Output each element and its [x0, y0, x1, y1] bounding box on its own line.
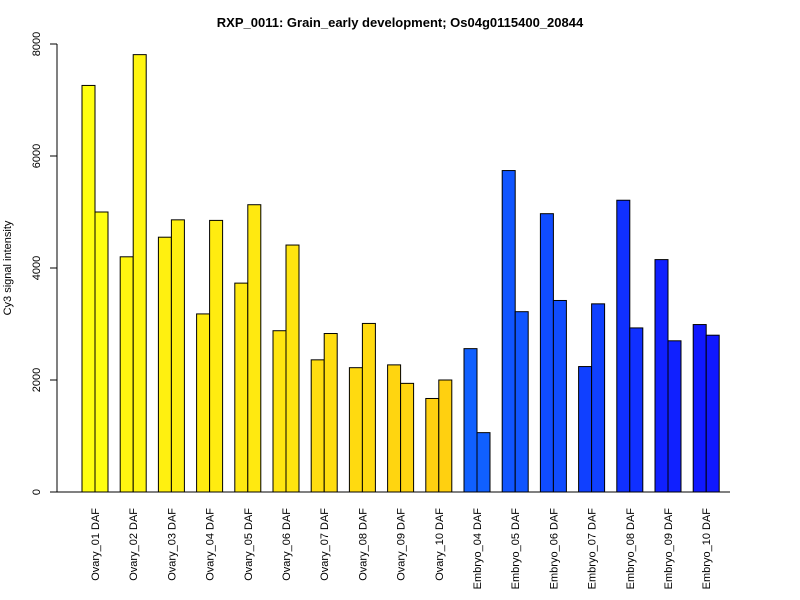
x-tick-label: Embryo_06 DAF — [548, 508, 560, 590]
bar-9-1 — [387, 364, 402, 493]
x-tick-label: Embryo_07 DAF — [587, 508, 599, 590]
bar-17-2 — [705, 334, 720, 493]
bar-8-1 — [348, 367, 363, 493]
bar-5-1 — [234, 282, 249, 493]
x-tick-label: Ovary_03 DAF — [166, 508, 178, 581]
bar-4-2 — [209, 219, 224, 493]
bars-group — [57, 54, 730, 493]
bar-13-2 — [552, 299, 567, 493]
bar-11-1 — [463, 348, 478, 493]
x-tick-labels: Ovary_01 DAF Ovary_02 DAF Ovary_03 DAF Ovar… — [90, 508, 713, 590]
bar-16-1 — [654, 259, 669, 493]
y-tick-label: 2000 — [31, 368, 43, 392]
bar-6-1 — [272, 330, 287, 493]
bar-10-1 — [425, 397, 440, 493]
bar-1-1 — [81, 84, 96, 493]
bar-3-2 — [170, 219, 185, 493]
x-tick-label: Ovary_10 DAF — [434, 508, 446, 581]
bar-17-1 — [692, 324, 707, 493]
bar-16-2 — [667, 340, 682, 493]
bar-7-1 — [310, 359, 325, 493]
y-tick-label: 6000 — [31, 144, 43, 168]
bar-11-2 — [476, 432, 491, 493]
y-tick-label: 4000 — [31, 256, 43, 280]
bar-10-2 — [438, 379, 453, 493]
x-tick-label: Ovary_08 DAF — [357, 508, 369, 581]
x-tick-label: Ovary_06 DAF — [281, 508, 293, 581]
x-tick-label: Ovary_04 DAF — [205, 508, 217, 581]
bar-1-2 — [94, 211, 109, 493]
bar-9-2 — [400, 382, 415, 493]
bar-15-1 — [616, 199, 631, 493]
x-tick-label: Embryo_04 DAF — [472, 508, 484, 590]
x-tick-label: Ovary_07 DAF — [319, 508, 331, 581]
x-tick-label: Ovary_02 DAF — [128, 508, 140, 581]
x-tick-label: Ovary_05 DAF — [243, 508, 255, 581]
bar-7-2 — [323, 333, 338, 493]
bar-12-2 — [514, 311, 529, 493]
x-tick-label: Embryo_09 DAF — [663, 508, 675, 590]
y-tick-label: 8000 — [31, 32, 43, 56]
bar-12-1 — [501, 170, 516, 493]
chart-title: RXP_0011: Grain_early development; Os04g… — [217, 15, 584, 30]
bar-3-1 — [157, 236, 172, 493]
y-tick-label: 0 — [31, 489, 43, 495]
bar-2-2 — [132, 54, 147, 493]
x-tick-label: Embryo_10 DAF — [701, 508, 713, 590]
x-tick-label: Ovary_01 DAF — [90, 508, 102, 581]
bar-15-2 — [629, 327, 644, 493]
bar-14-1 — [578, 366, 593, 493]
bar-14-2 — [591, 303, 606, 493]
x-tick-label: Embryo_08 DAF — [625, 508, 637, 590]
bar-2-1 — [119, 256, 134, 493]
x-tick-label: Embryo_05 DAF — [510, 508, 522, 590]
bar-5-2 — [247, 204, 262, 493]
bar-13-1 — [539, 213, 554, 493]
bar-4-1 — [196, 313, 211, 493]
x-tick-label: Ovary_09 DAF — [396, 508, 408, 581]
bar-8-2 — [361, 322, 376, 493]
bar-6-2 — [285, 244, 300, 493]
y-axis-label: Cy3 signal intensity — [2, 220, 14, 315]
y-axis: 0 2000 4000 6000 8000 — [31, 32, 58, 495]
